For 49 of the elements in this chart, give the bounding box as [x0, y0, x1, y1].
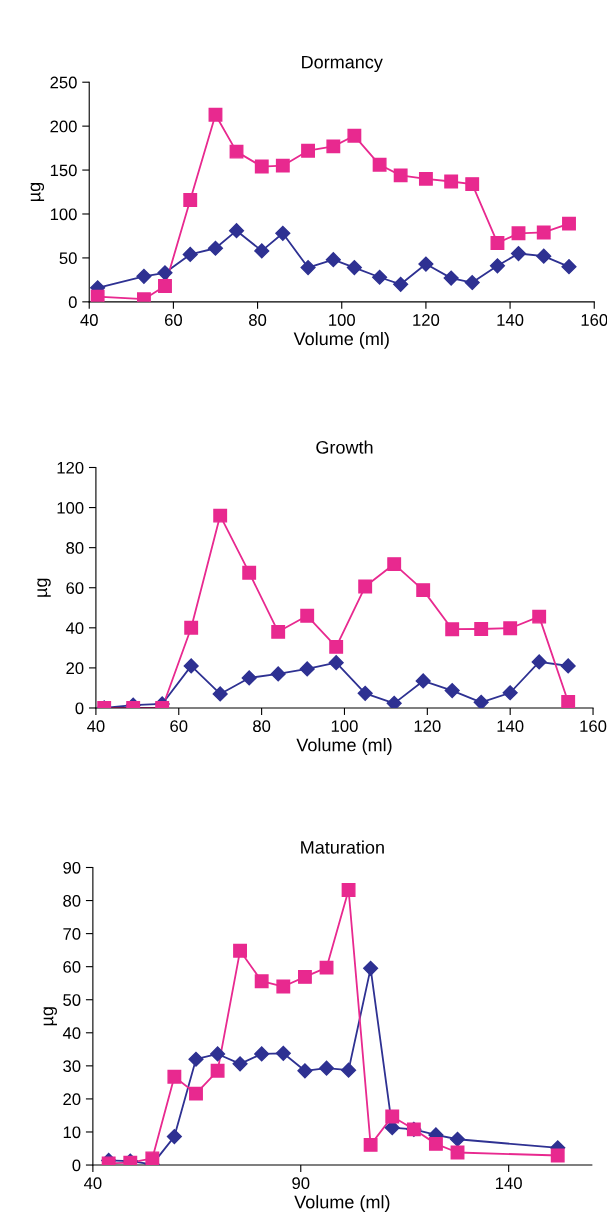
y-tick-label: 100	[57, 501, 84, 514]
y-tick-label: 20	[63, 1093, 81, 1106]
y-tick-label: 80	[66, 542, 84, 554]
chart-title: Dormancy	[302, 55, 383, 73]
y-axis-title: µg	[30, 182, 45, 202]
chart-title: Maturation	[301, 840, 384, 854]
x-tick-label: 120	[413, 314, 440, 326]
x-tick-label: 40	[83, 1177, 102, 1190]
y-tick-label: 200	[50, 120, 77, 133]
y-tick-label: 0	[68, 296, 77, 309]
x-tick-label: 160	[581, 314, 607, 326]
y-tick-label: 120	[57, 461, 84, 474]
y-tick-label: 30	[63, 1060, 81, 1073]
x-tick-label: 60	[170, 720, 188, 733]
x-tick-label: 140	[496, 1177, 522, 1190]
y-axis-title: µg	[43, 1007, 57, 1026]
y-tick-label: 70	[63, 928, 81, 940]
x-tick-label: 80	[249, 314, 267, 326]
x-tick-label: 90	[292, 1177, 310, 1190]
x-tick-label: 80	[253, 720, 271, 733]
x-axis-title: Volume (ml)	[296, 738, 392, 755]
x-tick-label: 120	[414, 720, 441, 733]
y-tick-label: 250	[50, 76, 77, 89]
x-tick-label: 140	[497, 314, 524, 326]
x-tick-label: 160	[580, 720, 607, 733]
x-tick-label: 140	[497, 720, 524, 733]
y-tick-label: 0	[75, 702, 84, 715]
y-tick-label: 60	[66, 582, 84, 594]
y-tick-label: 50	[63, 994, 81, 1006]
x-axis-title: Volume (ml)	[293, 331, 389, 349]
x-tick-label: 100	[331, 720, 358, 733]
y-tick-label: 90	[63, 861, 81, 874]
y-tick-label: 80	[63, 894, 81, 907]
x-tick-label: 40	[80, 314, 98, 326]
y-tick-label: 100	[50, 208, 77, 221]
y-tick-label: 20	[66, 662, 84, 675]
y-tick-label: 10	[63, 1126, 81, 1139]
chart-title: Growth	[316, 440, 373, 454]
y-tick-label: 40	[65, 622, 84, 635]
x-tick-label: 100	[329, 314, 355, 326]
y-tick-label: 60	[63, 961, 81, 973]
y-tick-label: 0	[72, 1159, 81, 1172]
x-tick-label: 40	[87, 720, 105, 733]
y-tick-label: 150	[50, 164, 77, 177]
x-axis-title: Volume (ml)	[294, 1195, 390, 1212]
y-axis-title: µg	[37, 578, 51, 597]
x-tick-label: 60	[164, 314, 183, 326]
y-tick-label: 50	[59, 252, 77, 265]
y-tick-label: 40	[62, 1027, 81, 1039]
